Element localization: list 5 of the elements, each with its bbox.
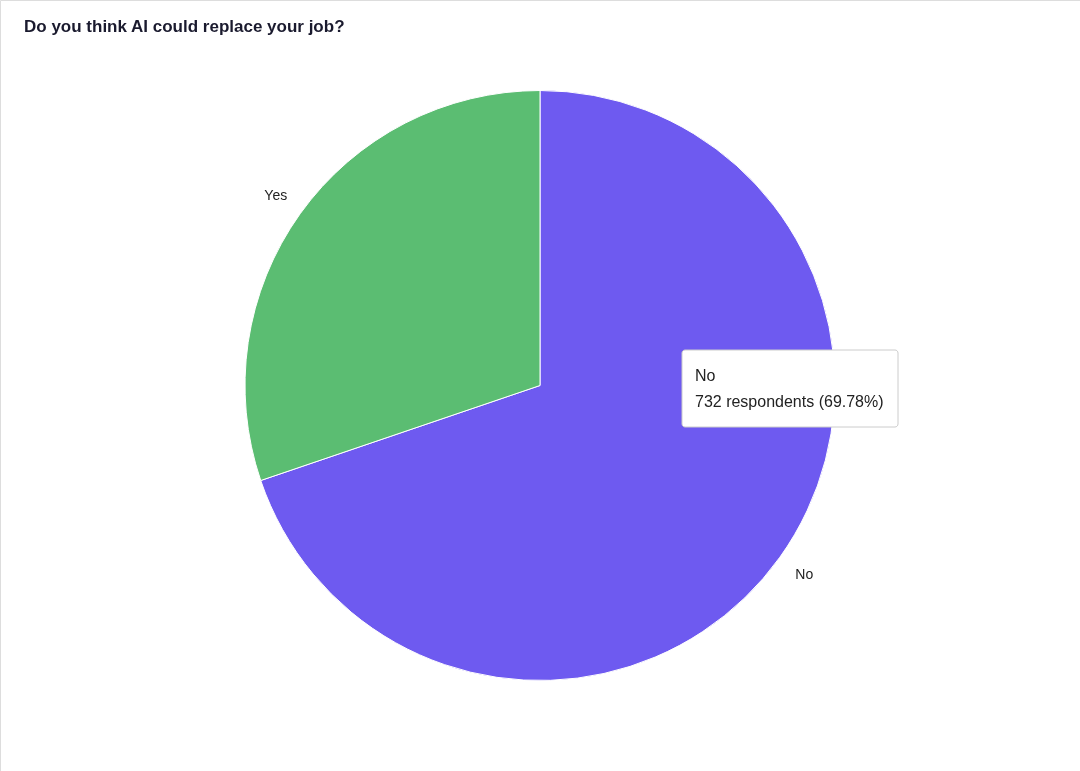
text: 732 respondents (69.78%): [695, 393, 884, 410]
slice-label: No: [795, 565, 814, 582]
text: No: [695, 367, 716, 384]
slice-label: Yes: [264, 187, 288, 204]
chart-title: Do you think AI could replace your job?: [24, 17, 345, 36]
